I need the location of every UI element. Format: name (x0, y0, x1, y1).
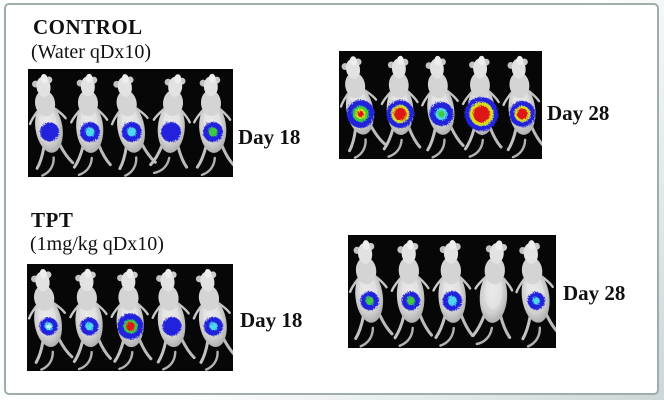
day-label-control-day28: Day 28 (547, 101, 610, 125)
mice-panel-control-day28 (339, 51, 542, 159)
luminescence-spot (401, 291, 421, 311)
mouse (148, 71, 195, 177)
mouse (145, 265, 197, 371)
luminescence-spot (161, 121, 182, 142)
luminescence-spot (386, 99, 415, 128)
day-label-tpt-day28: Day 28 (563, 281, 626, 305)
luminescence-spot (40, 122, 60, 142)
mouse (64, 265, 113, 371)
mouse (429, 237, 475, 348)
mouse (459, 53, 503, 159)
luminescence-spot (121, 121, 142, 142)
luminescence-spot (79, 121, 100, 142)
luminescence-spot (203, 316, 224, 336)
mouse (28, 70, 76, 177)
mouse (471, 237, 517, 348)
luminescence-spot (442, 290, 463, 311)
group-title-control: CONTROL (33, 15, 143, 39)
mouse (497, 52, 542, 159)
mouse (415, 52, 466, 159)
luminescence-spot (527, 291, 545, 310)
luminescence-spot (360, 291, 379, 311)
luminescence-spot (429, 101, 454, 126)
mouse (184, 265, 233, 371)
mouse (102, 70, 159, 177)
group-dose-control: (Water qDx10) (31, 41, 152, 63)
group-dose-tpt: (1mg/kg qDx10) (30, 233, 164, 255)
luminescence-spot (117, 313, 144, 340)
mice-panel-tpt-day28 (348, 235, 556, 348)
mouse (339, 51, 388, 159)
mouse (508, 236, 556, 348)
luminescence-spot (346, 99, 375, 128)
mice-panel-tpt-day18 (27, 264, 233, 371)
mouse (27, 265, 75, 371)
mouse (386, 237, 434, 348)
luminescence-spot (202, 121, 223, 142)
luminescence-spot (464, 96, 499, 131)
mouse (66, 71, 113, 177)
mouse (377, 53, 422, 159)
mouse (348, 236, 395, 348)
day-label-tpt-day18: Day 18 (240, 308, 303, 332)
luminescence-spot (39, 317, 58, 336)
mice-panel-control-day18 (28, 69, 233, 177)
luminescence-spot (162, 316, 182, 336)
mouse (106, 266, 153, 371)
day-label-control-day18: Day 18 (238, 125, 301, 149)
luminescence-spot (509, 100, 536, 127)
luminescence-spot (80, 317, 99, 336)
group-title-tpt: TPT (31, 208, 74, 232)
mouse (189, 71, 233, 177)
